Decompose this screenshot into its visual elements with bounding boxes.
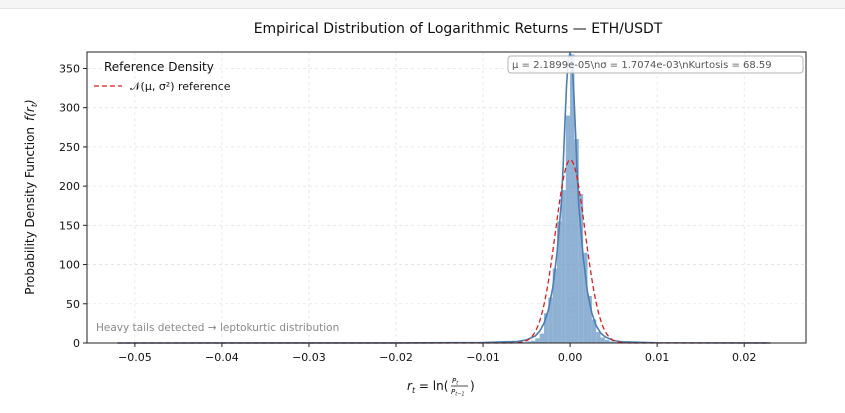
- chart-title: Empirical Distribution of Logarithmic Re…: [254, 21, 663, 37]
- x-axis-label: rt = ln( Pt Pt−1 ): [407, 377, 475, 398]
- plot-frame: [86, 51, 807, 344]
- y-axis-label-math-sub: t: [30, 103, 39, 107]
- grid: [87, 52, 806, 344]
- histogram-bar-12: [574, 139, 579, 343]
- histogram-bar-8: [557, 221, 562, 343]
- x-tick-label-3: −0.02: [379, 351, 413, 364]
- svg-text:Pt: Pt: [452, 377, 459, 387]
- stats-box-text: μ = 2.1899e-05\nσ = 1.7074e-03\nKurtosis…: [512, 60, 772, 71]
- histogram-bar-16: [591, 319, 597, 343]
- top-toolbar-strip: [0, 0, 845, 9]
- x-label-eq: = ln(: [415, 379, 448, 393]
- x-label-num: P: [452, 377, 457, 385]
- stats-box-frame: [507, 55, 804, 74]
- histogram-bar-17: [596, 332, 601, 343]
- histogram-bar-2: [530, 340, 536, 343]
- y-axis-ticks: 0 50 100 150 200 250 300 350: [59, 62, 87, 350]
- y-tick-label-5: 250: [59, 141, 80, 154]
- histogram-bar-3: [535, 338, 540, 343]
- y-tick-label-7: 350: [59, 62, 80, 75]
- x-tick-label-2: −0.03: [292, 351, 326, 364]
- histogram-bar-9: [561, 190, 566, 343]
- x-tick-label-6: 0.01: [645, 351, 670, 364]
- histogram-bar-15: [587, 295, 592, 343]
- histogram: [522, 54, 618, 344]
- x-label-close: ): [470, 379, 475, 393]
- x-label-num-sub: t: [456, 381, 459, 387]
- y-tick-label-1: 50: [66, 298, 80, 311]
- histogram-bar-1: [526, 341, 531, 343]
- x-tick-label-5: 0.00: [558, 351, 583, 364]
- y-tick-label-4: 200: [59, 180, 80, 193]
- x-axis-ticks: −0.05 −0.04 −0.03 −0.02 −0.01 0.00 0.01 0.02: [118, 343, 756, 364]
- y-tick-label-0: 0: [73, 337, 80, 350]
- y-axis-label: Probability Density Function f(rt): [23, 99, 39, 294]
- kde-curve: [117, 52, 771, 344]
- x-label-r-sub: t: [412, 386, 416, 395]
- y-axis-label-math: f(r: [23, 106, 37, 121]
- legend: Reference Density 𝒩(μ, σ²) reference: [94, 60, 231, 93]
- histogram-bar-13: [578, 193, 584, 343]
- y-tick-label-3: 150: [59, 219, 80, 232]
- histogram-bar-19: [604, 339, 610, 343]
- plot-area: [86, 51, 807, 344]
- svg-text:Pt−1: Pt−1: [451, 388, 465, 398]
- x-label-den-sub: t−1: [455, 392, 464, 398]
- histogram-bar-10: [565, 115, 571, 343]
- y-tick-label-2: 100: [59, 259, 80, 272]
- x-label-r: r: [407, 379, 413, 393]
- y-axis-label-text: Probability Density Function: [23, 127, 37, 295]
- histogram-bar-20: [609, 341, 614, 343]
- legend-title: Reference Density: [104, 60, 214, 74]
- normal-reference-curve: [117, 159, 771, 344]
- x-label-den: P: [451, 388, 456, 396]
- histogram-bar-7: [552, 268, 558, 343]
- stats-box: μ = 2.1899e-05\nσ = 1.7074e-03\nKurtosis…: [507, 55, 804, 74]
- y-tick-label-6: 300: [59, 102, 80, 115]
- x-tick-label-0: −0.05: [118, 351, 152, 364]
- annotation-text: Heavy tails detected → leptokurtic distr…: [96, 322, 339, 334]
- svg-text:rt = ln(: rt = ln(: [407, 379, 448, 395]
- x-tick-label-4: −0.01: [466, 351, 500, 364]
- histogram-bar-4: [539, 333, 544, 343]
- histogram-bar-5: [543, 313, 549, 343]
- x-tick-label-1: −0.04: [205, 351, 239, 364]
- y-axis-label-math-close: ): [23, 99, 37, 105]
- histogram-bar-14: [583, 252, 588, 343]
- x-tick-label-7: 0.02: [732, 351, 757, 364]
- histogram-bar-11: [570, 54, 575, 344]
- histogram-bar-18: [600, 337, 605, 343]
- histogram-bar-6: [548, 297, 553, 343]
- legend-entry-normal: 𝒩(μ, σ²) reference: [130, 80, 231, 93]
